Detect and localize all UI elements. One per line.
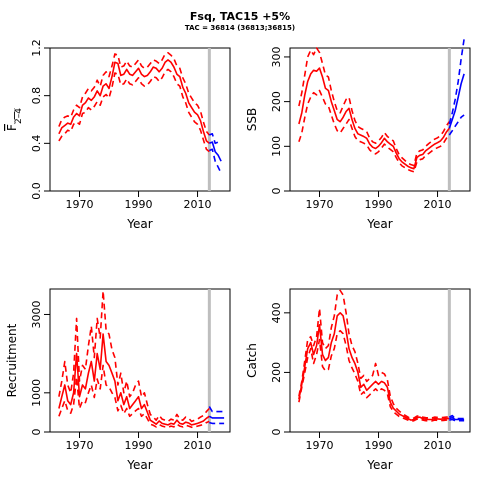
series-line-historical-dashed (58, 68, 210, 153)
x-tick-label: 1970 (306, 439, 334, 452)
x-tick-label: 1970 (66, 198, 94, 211)
series-line-historical-dashed (58, 290, 210, 423)
series-line-projection-dashed (448, 114, 465, 136)
y-axis-label-subscript: 2–4 (14, 108, 24, 124)
y-tick-label: 0.4 (30, 135, 43, 153)
y-tick-label: 0 (270, 429, 283, 436)
y-axis-label-main: SSB (245, 108, 259, 131)
panel-catch: 1970 1990 2010 0 200 400 Year Catch (245, 288, 471, 472)
x-tick-label: 1990 (365, 198, 393, 211)
series-line-projection-dashed (449, 418, 465, 422)
series-line-historical-dashed (298, 47, 450, 167)
x-tick-label: 2010 (424, 439, 452, 452)
series-line-projection-dashed (209, 421, 225, 425)
x-tick-label: 1990 (125, 439, 153, 452)
x-tick-label: 2010 (184, 198, 212, 211)
figure-subtitle: TAC = 36814 (36813;36815) (185, 24, 295, 32)
y-tick-label: 1000 (30, 379, 43, 407)
x-axis-label: Year (366, 217, 392, 231)
y-axis-label-main: Recruitment (5, 323, 19, 397)
x-tick-label: 2010 (424, 198, 452, 211)
y-axis-label-main: Catch (245, 343, 259, 378)
panel-f: 1970 1990 2010 0.0 0.4 0.8 1.2 Year F2–4 (5, 39, 231, 231)
y-tick-label: 400 (270, 302, 283, 323)
y-axis-label: SSB (245, 108, 259, 131)
series-line-projection-solid (449, 416, 465, 421)
y-tick-label: 200 (270, 362, 283, 383)
y-tick-label: 0 (30, 429, 43, 436)
series-line-historical-dashed (298, 289, 450, 420)
x-axis-label: Year (126, 217, 152, 231)
panel-ssb: 1970 1990 2010 0 100 200 300 Year SSB (245, 38, 471, 231)
y-tick-label: 0.8 (30, 87, 43, 105)
y-tick-label: 3000 (30, 300, 43, 328)
series-line-projection-solid (448, 73, 465, 129)
series-line-historical-dashed (298, 329, 450, 423)
y-axis-label-main: F (5, 124, 19, 131)
series-line-historical-solid (298, 67, 450, 170)
y-tick-label: 300 (270, 46, 283, 67)
plot-frame (289, 47, 471, 192)
series-line-historical-dashed (298, 89, 450, 173)
series-line-projection-dashed (209, 133, 222, 145)
y-tick-label: 200 (270, 91, 283, 112)
x-axis-label: Year (366, 458, 392, 472)
figure-title: Fsq, TAC15 +5% (190, 10, 290, 23)
x-tick-label: 1990 (365, 439, 393, 452)
series-line-projection-solid (208, 415, 225, 419)
x-tick-label: 1970 (306, 198, 334, 211)
series-line-historical-solid (298, 311, 450, 421)
y-tick-label: 100 (270, 136, 283, 157)
series-line-projection-solid (209, 141, 222, 162)
series-line-projection-dashed (208, 406, 225, 413)
plot-frame (49, 47, 231, 192)
series-line-historical-solid (58, 59, 210, 144)
y-axis-label: Recruitment (5, 323, 19, 397)
x-tick-label: 1970 (66, 439, 94, 452)
plot-frame (49, 288, 231, 433)
plot-frame (289, 288, 471, 433)
series-line-historical-dashed (58, 51, 210, 136)
series-line-projection-dashed (209, 148, 222, 174)
series-line-projection-dashed (448, 414, 465, 420)
y-tick-label: 1.2 (30, 39, 43, 57)
y-axis-label: Catch (245, 343, 259, 378)
panels: 1970 1990 2010 0.0 0.4 0.8 1.2 Year F2–4 1970 1990… (5, 38, 471, 472)
y-tick-label: 0 (270, 188, 283, 195)
x-tick-label: 1990 (125, 198, 153, 211)
y-tick-label: 0.0 (30, 182, 43, 200)
panel-recruitment: 1970 1990 2010 0 1000 3000 Year Recruitment (5, 288, 231, 472)
x-tick-label: 2010 (184, 439, 212, 452)
series-line-historical-solid (58, 333, 210, 426)
y-axis-label: F2–4 (5, 108, 24, 131)
series-line-projection-dashed (448, 38, 465, 125)
x-axis-label: Year (126, 458, 152, 472)
